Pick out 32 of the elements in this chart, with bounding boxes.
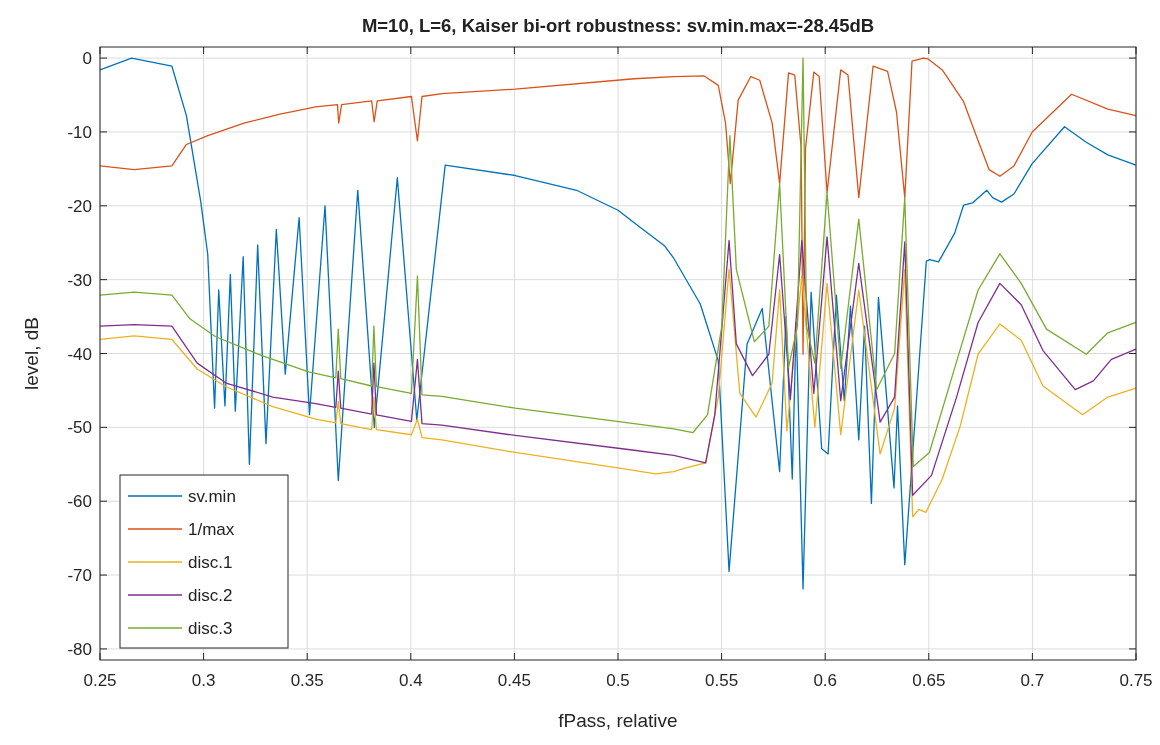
chart-title: M=10, L=6, Kaiser bi-ort robustness: sv.min.max=-28.45dB: [361, 15, 875, 36]
y-tick-label: -20: [67, 196, 92, 216]
y-tick-label: -60: [67, 492, 92, 512]
y-tick-label: -70: [67, 566, 92, 586]
x-tick-label: 0.7: [1020, 671, 1045, 690]
line-series: [99, 57, 1137, 590]
x-tick-label: 0.75: [1119, 671, 1153, 690]
legend-label: sv.min: [188, 487, 236, 506]
x-tick-label: 0.35: [290, 671, 324, 690]
x-tick-label: 0.6: [813, 671, 838, 690]
x-tick-label: 0.25: [83, 671, 117, 690]
x-tick-label: 0.45: [497, 671, 531, 690]
x-tick-label: 0.65: [912, 671, 946, 690]
y-tick-label: -10: [67, 122, 92, 142]
y-tick-label: -80: [67, 639, 92, 659]
y-tick-label: -50: [67, 418, 92, 438]
x-tick-label: 0.5: [606, 671, 630, 690]
line-series: [99, 268, 1137, 518]
y-axis-title: level, dB: [21, 317, 42, 390]
x-tick-label: 0.55: [705, 671, 739, 690]
y-tick-label: 0: [82, 49, 92, 69]
x-tick-label: 0.3: [191, 671, 216, 690]
y-tick-label: -30: [67, 270, 92, 290]
legend-label: disc.1: [188, 553, 233, 572]
line-series: [99, 57, 1137, 468]
y-tick-label: -40: [67, 344, 92, 364]
legend-label: 1/max: [188, 520, 235, 539]
x-axis-title: fPass, relative: [558, 710, 678, 731]
line-series: [99, 57, 1137, 355]
legend-label: disc.2: [188, 586, 233, 605]
x-tick-label: 0.4: [398, 671, 423, 690]
legend-label: disc.3: [188, 619, 233, 638]
